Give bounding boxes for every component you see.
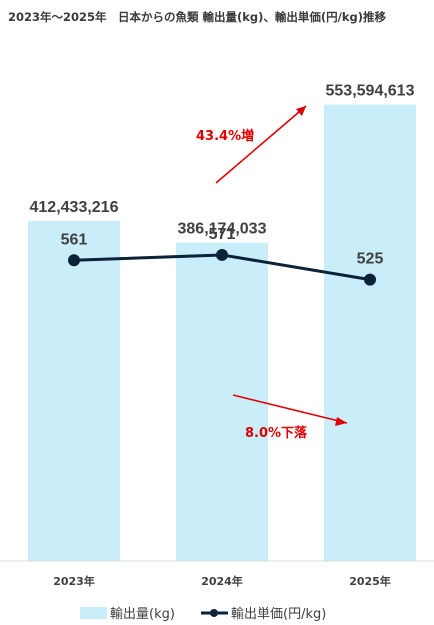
bar-label-1: 386,174,033: [178, 221, 267, 238]
bar-labels-layer: 412,433,216 386,174,033 553,594,613: [30, 82, 415, 237]
line-layer: 561 571 525: [61, 226, 384, 286]
annotation-decrease: 8.0%下落: [232, 394, 348, 441]
chart-title: 2023年～2025年 日本からの魚類 輸出量(kg)、輸出単価(円/kg)推移: [8, 10, 386, 24]
bar-1: [176, 242, 268, 562]
line-point-2: [364, 273, 376, 286]
increase-arrowhead: [296, 106, 306, 116]
decrease-label: 8.0%下落: [245, 425, 308, 441]
legend-line-marker: [210, 609, 218, 617]
legend: 輸出量(kg) 輸出単価(円/kg): [80, 606, 326, 622]
bar-label-2: 553,594,613: [326, 82, 415, 99]
x-tick-1: 2024年: [201, 574, 243, 588]
annotation-increase: 43.4%増: [196, 105, 307, 184]
bars-layer: [28, 104, 416, 562]
increase-arrow: [215, 105, 307, 184]
decrease-arrow: [232, 394, 348, 424]
line-label-1: 571: [209, 226, 236, 243]
bar-0: [28, 220, 120, 561]
line-point-0: [68, 254, 80, 267]
x-tick-2: 2025年: [349, 574, 391, 588]
line-label-2: 525: [357, 251, 384, 268]
line-label-0: 561: [61, 231, 88, 248]
bar-label-0: 412,433,216: [30, 199, 119, 216]
legend-line-label: 輸出単価(円/kg): [231, 606, 326, 622]
legend-bar-label: 輸出量(kg): [110, 607, 175, 622]
increase-label: 43.4%増: [196, 128, 254, 144]
legend-bar-swatch: [80, 607, 107, 619]
bar-2: [324, 104, 416, 561]
line-point-1: [216, 248, 228, 261]
ticks-layer: 2023年 2024年 2025年: [53, 574, 391, 588]
decrease-arrowhead: [335, 417, 347, 426]
x-tick-0: 2023年: [53, 574, 95, 588]
